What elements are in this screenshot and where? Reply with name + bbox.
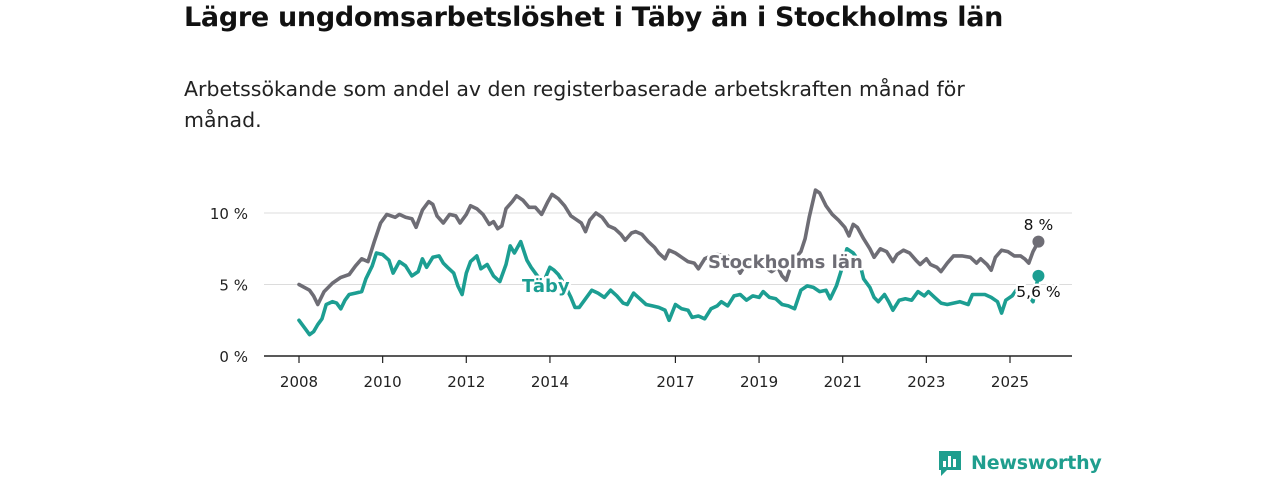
y-tick-label: 0 % [219, 348, 248, 366]
x-tick-label: 2023 [907, 373, 945, 391]
y-tick-label: 5 % [219, 277, 248, 295]
newsworthy-chart-icon [939, 451, 961, 476]
x-tick-label: 2019 [740, 373, 778, 391]
x-tick-label: 2008 [280, 373, 318, 391]
brand-name: Newsworthy [971, 452, 1102, 474]
end-label-taby-halo: 5,6 % [1016, 283, 1060, 301]
series-label-stockholms-lan: Stockholms län [708, 252, 863, 273]
series-line-t-by [297, 239, 1041, 337]
series-label-stockholms-lan-halo: Stockholms län [708, 252, 863, 273]
y-tick-label: 10 % [210, 205, 248, 223]
newsworthy-logo: Newsworthy [937, 449, 1102, 477]
x-tick-label: 2025 [991, 373, 1029, 391]
gridlines [264, 212, 1072, 285]
chart-title: Lägre ungdomsarbetslöshet i Täby än i St… [184, 2, 1004, 33]
x-tick-label: 2010 [364, 373, 402, 391]
x-tick-label: 2012 [447, 373, 485, 391]
series-label-taby: Täby [522, 276, 570, 297]
end-label-stockholms-lan: 8 % [1024, 216, 1054, 234]
x-tick-label: 2017 [656, 373, 694, 391]
series-lines [297, 188, 1041, 337]
endpoint-t-by [1032, 269, 1045, 282]
series-label-taby-halo: Täby [522, 276, 570, 297]
end-label-taby: 5,6 % [1016, 283, 1060, 301]
x-axis: 2008 2010 2012 2014 2017 2019 2021 2023 2025 [280, 356, 1029, 391]
chart-subtitle: Arbetssökande som andel av den registerb… [184, 77, 965, 132]
x-tick-label: 2014 [531, 373, 569, 391]
x-tick-label: 2021 [824, 373, 862, 391]
series-line-stockholms-l-n [297, 188, 1041, 307]
endpoint-stockholms-l-n [1032, 235, 1045, 248]
line-chart: 0 %5 %10 % 2008 2010 2012 2014 2017 2019 2021 2… [210, 188, 1072, 391]
series-endpoints [1032, 235, 1045, 282]
y-axis: 0 % 5 % 10 % [210, 205, 248, 366]
